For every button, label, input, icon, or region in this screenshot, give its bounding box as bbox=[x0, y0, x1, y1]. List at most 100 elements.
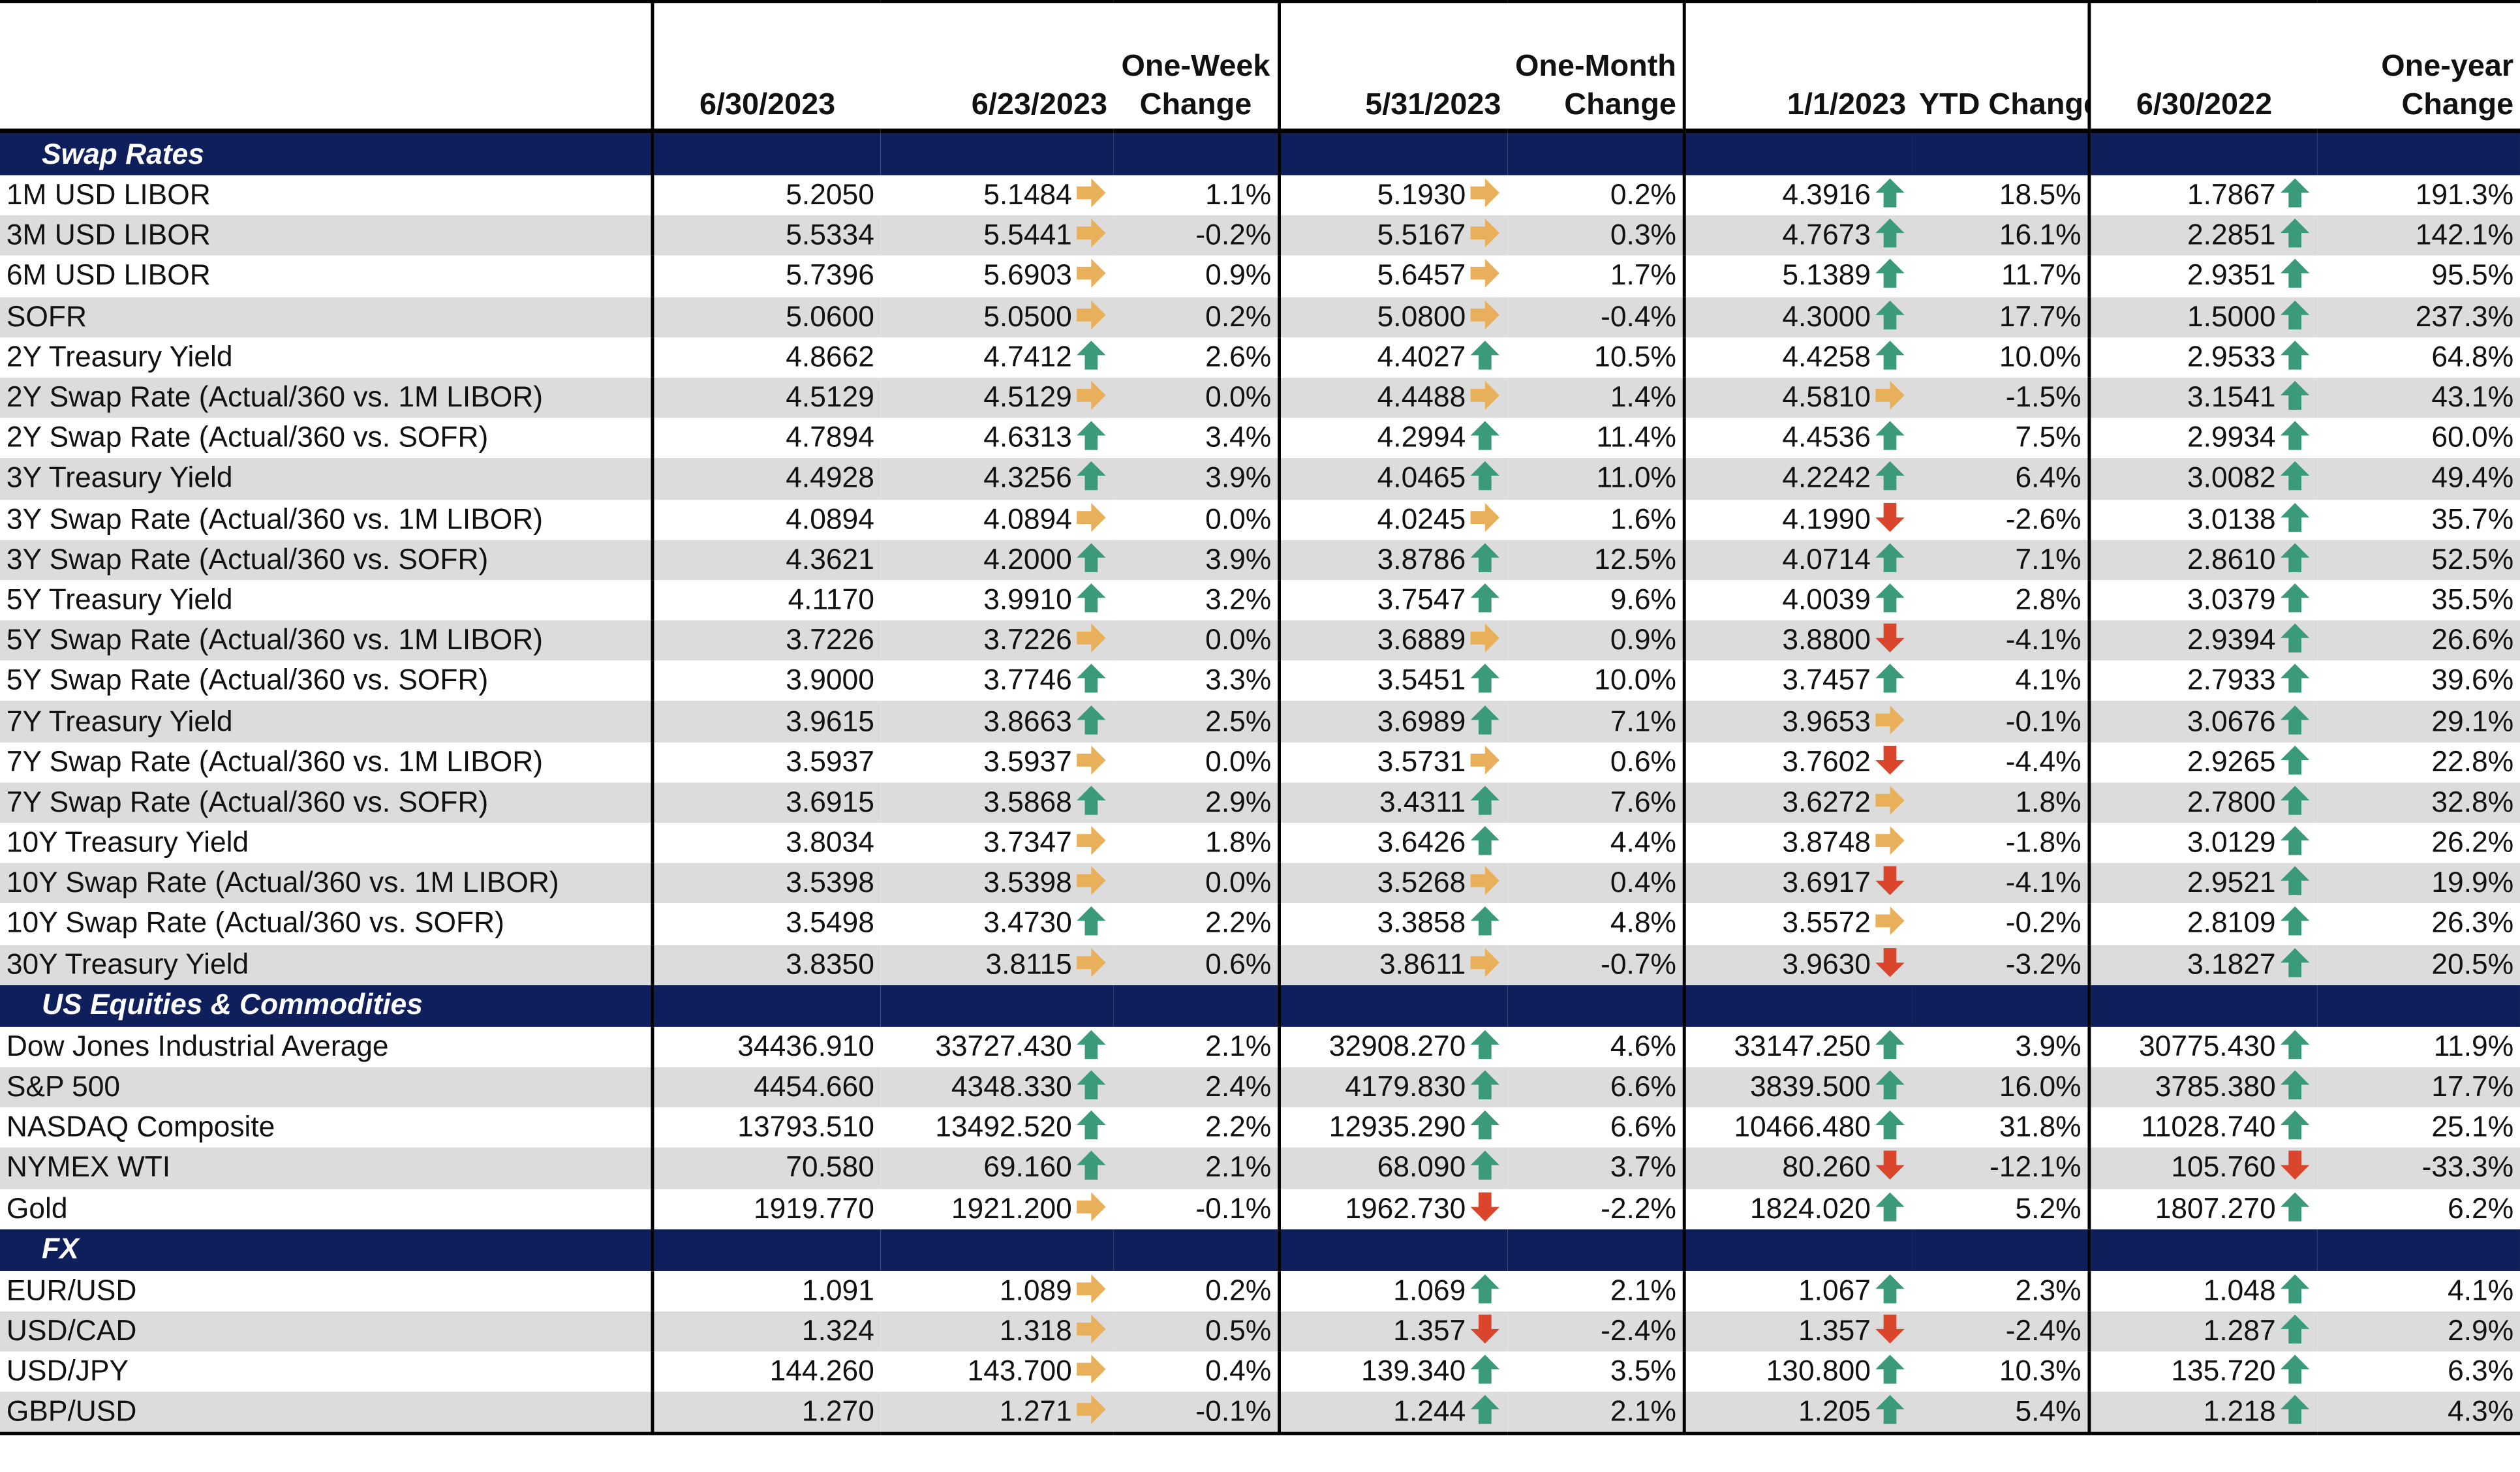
section-title: Swap Rates bbox=[0, 130, 654, 176]
arrow-down-icon bbox=[1871, 947, 1906, 979]
arrow-up-icon bbox=[1072, 421, 1107, 453]
table-row: 10Y Swap Rate (Actual/360 vs. 1M LIBOR) 3… bbox=[0, 863, 2520, 904]
row-label: USD/JPY bbox=[0, 1351, 654, 1392]
arrow-right-icon bbox=[1072, 178, 1107, 211]
change-ytd: 17.7% bbox=[1912, 296, 2091, 337]
change-one-month: 0.9% bbox=[1507, 620, 1686, 661]
row-label: S&P 500 bbox=[0, 1067, 654, 1108]
arrow-up-icon bbox=[1466, 1151, 1501, 1184]
arrow-up-icon bbox=[1072, 340, 1107, 373]
change-one-month: 2.1% bbox=[1507, 1392, 1686, 1436]
value-year-start: 4.1990 bbox=[1684, 499, 1913, 540]
value-current: 3.5398 bbox=[652, 863, 881, 904]
value-prior-week: 3.9910 bbox=[881, 580, 1114, 621]
arrow-right-icon bbox=[1072, 259, 1107, 292]
value-prior-year: 2.9265 bbox=[2089, 742, 2318, 782]
value-current: 3.8350 bbox=[652, 944, 881, 985]
value-current: 4.7894 bbox=[786, 421, 874, 454]
change-ytd: 31.8% bbox=[1912, 1107, 2091, 1148]
section-filler bbox=[1684, 1229, 1913, 1271]
value-prior-year: 3.1541 bbox=[2089, 377, 2318, 418]
value-current: 4.4928 bbox=[652, 458, 881, 499]
section-title: FX bbox=[0, 1229, 654, 1271]
market-summary-table: 6/30/2023 6/23/2023 One-Week Change 5/31/… bbox=[0, 0, 2520, 1436]
arrow-up-icon bbox=[2276, 1314, 2311, 1347]
value-year-start: 4.5810 bbox=[1684, 377, 1913, 418]
change-one-month: 3.7% bbox=[1507, 1148, 1686, 1189]
arrow-right-icon bbox=[1072, 866, 1107, 898]
arrow-down-icon bbox=[1871, 745, 1906, 777]
change-ytd: 7.5% bbox=[1912, 418, 2091, 459]
arrow-up-icon bbox=[2276, 907, 2311, 939]
value-prior-week: 4.6313 bbox=[881, 418, 1114, 459]
value-current: 5.5334 bbox=[652, 215, 881, 256]
arrow-up-icon bbox=[1871, 259, 1906, 292]
change-one-week: 0.2% bbox=[1113, 1270, 1282, 1311]
section-filler bbox=[652, 130, 881, 176]
arrow-up-icon bbox=[1871, 1274, 1906, 1306]
arrow-up-icon bbox=[1871, 461, 1906, 494]
section-filler bbox=[652, 985, 881, 1027]
arrow-right-icon bbox=[1466, 380, 1501, 413]
change-one-month: -0.4% bbox=[1507, 296, 1686, 337]
value-prior-year: 2.2851 bbox=[2089, 215, 2318, 256]
value-prior-month: 1962.730 bbox=[1280, 1188, 1508, 1229]
arrow-up-icon bbox=[1466, 421, 1501, 453]
arrow-up-icon bbox=[2276, 259, 2311, 292]
value-current: 144.260 bbox=[769, 1355, 874, 1387]
table-row: USD/JPY 144.260 143.700 0.4% 139.340 3.5% 130.… bbox=[0, 1351, 2520, 1392]
section-filler bbox=[1507, 985, 1686, 1027]
change-one-week: 0.0% bbox=[1113, 741, 1282, 783]
value-current: 3.5498 bbox=[786, 907, 874, 940]
change-one-week: 0.2% bbox=[1113, 296, 1282, 337]
row-label: 30Y Treasury Yield bbox=[0, 944, 654, 985]
section-filler bbox=[1684, 985, 1913, 1027]
value-prior-month: 4.2994 bbox=[1280, 418, 1508, 459]
arrow-up-icon bbox=[2276, 1395, 2311, 1428]
arrow-up-icon bbox=[1466, 1030, 1501, 1062]
change-one-week: 3.9% bbox=[1113, 458, 1282, 499]
section-filler bbox=[880, 1229, 1114, 1271]
arrow-up-icon bbox=[1871, 421, 1906, 453]
arrow-right-icon bbox=[1871, 380, 1906, 413]
value-year-start: 3.7602 bbox=[1684, 742, 1913, 782]
change-one-week: -0.1% bbox=[1113, 1392, 1282, 1436]
change-one-week: 3.9% bbox=[1113, 539, 1282, 580]
change-one-year: 52.5% bbox=[2317, 539, 2520, 580]
value-year-start: 3.5572 bbox=[1684, 904, 1913, 944]
value-prior-year: 3785.380 bbox=[2089, 1067, 2318, 1108]
arrow-up-icon bbox=[2276, 745, 2311, 777]
value-prior-year: 1.218 bbox=[2089, 1392, 2318, 1436]
arrow-up-icon bbox=[1072, 461, 1107, 494]
value-prior-month: 3.4311 bbox=[1279, 782, 1508, 823]
change-one-year: 4.3% bbox=[2317, 1392, 2520, 1436]
value-prior-week: 4.7412 bbox=[881, 337, 1114, 378]
value-current: 5.2050 bbox=[786, 178, 874, 211]
arrow-right-icon bbox=[1466, 866, 1501, 898]
change-one-week: 0.5% bbox=[1113, 1311, 1282, 1352]
arrow-up-icon bbox=[1871, 1030, 1906, 1062]
arrow-right-icon bbox=[1466, 178, 1501, 211]
arrow-right-icon bbox=[1466, 299, 1501, 332]
header-date-prior-year: 6/30/2022 bbox=[2089, 0, 2318, 134]
change-one-year: 22.8% bbox=[2431, 745, 2514, 778]
value-prior-year: 135.720 bbox=[2089, 1352, 2318, 1392]
value-year-start: 3.8800 bbox=[1684, 620, 1913, 661]
value-prior-month: 4179.830 bbox=[1279, 1067, 1508, 1108]
value-current: 1.091 bbox=[801, 1274, 874, 1306]
value-prior-month: 1.357 bbox=[1279, 1311, 1508, 1352]
value-prior-year: 3.0138 bbox=[2089, 499, 2318, 540]
section-filler bbox=[2089, 1229, 2318, 1271]
arrow-up-icon bbox=[1466, 786, 1501, 818]
section-filler bbox=[1684, 130, 1913, 176]
row-label: 5Y Swap Rate (Actual/360 vs. 1M LIBOR) bbox=[0, 620, 654, 661]
value-prior-year: 11028.740 bbox=[2089, 1107, 2318, 1148]
value-year-start: 4.0714 bbox=[1684, 539, 1913, 580]
change-one-year: 26.6% bbox=[2317, 620, 2520, 661]
change-one-week: 3.2% bbox=[1113, 579, 1282, 621]
section-title: US Equities & Commodities bbox=[0, 985, 654, 1027]
value-prior-month: 12935.290 bbox=[1280, 1107, 1508, 1148]
value-year-start: 1.067 bbox=[1684, 1270, 1913, 1311]
arrow-up-icon bbox=[1871, 664, 1906, 696]
arrow-up-icon bbox=[1871, 1191, 1906, 1224]
